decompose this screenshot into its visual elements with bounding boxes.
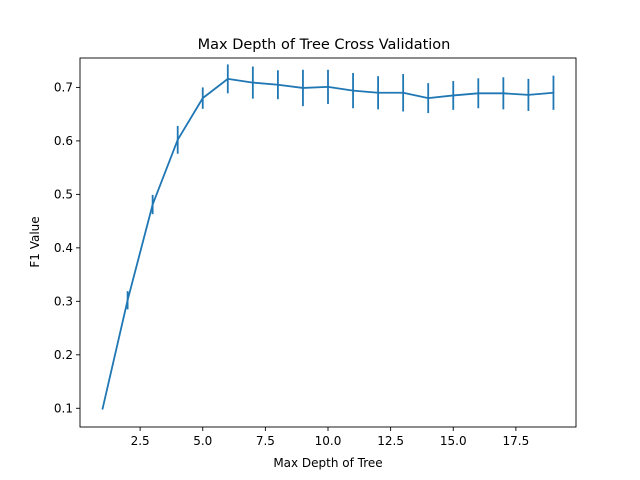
data-point	[101, 407, 104, 410]
data-point	[251, 81, 254, 84]
x-tick-label: 10.0	[315, 434, 342, 448]
data-point	[502, 92, 505, 95]
series-line	[101, 77, 554, 410]
y-tick-label: 0.1	[54, 401, 73, 415]
x-tick-label: 12.5	[377, 434, 404, 448]
x-tick-label: 5.0	[193, 434, 212, 448]
data-point	[477, 92, 480, 95]
data-point	[226, 77, 229, 80]
data-point	[151, 203, 154, 206]
x-tick-label: 17.5	[503, 434, 530, 448]
x-axis-label: Max Depth of Tree	[273, 456, 382, 470]
x-tick-label: 7.5	[256, 434, 275, 448]
chart-title: Max Depth of Tree Cross Validation	[198, 37, 451, 53]
axes-frame	[79, 57, 577, 428]
data-point	[176, 138, 179, 141]
x-tick-label: 2.5	[131, 434, 150, 448]
plot-area	[101, 64, 555, 410]
data-point	[352, 89, 354, 92]
y-tick-label: 0.5	[54, 187, 73, 201]
y-tick-label: 0.3	[54, 294, 73, 308]
data-point	[552, 91, 555, 94]
data-point	[201, 97, 204, 100]
data-point	[126, 299, 129, 302]
y-axis: 0.1 0.2 0.3 0.4 0.5 0.6 0.7	[54, 80, 80, 415]
y-tick-label: 0.4	[54, 241, 73, 255]
data-point	[527, 94, 530, 96]
y-axis-label: F1 Value	[28, 216, 42, 267]
x-axis: 2.5 5.0 7.5 10.0 12.5 15.0 17.5	[131, 427, 530, 448]
data-point	[276, 83, 279, 86]
x-tick-label: 15.0	[440, 434, 467, 448]
data-point	[427, 97, 430, 100]
data-point	[402, 91, 405, 94]
data-point	[302, 87, 304, 89]
y-tick-label: 0.2	[54, 348, 73, 362]
y-tick-label: 0.6	[54, 134, 73, 148]
data-point	[377, 91, 380, 94]
data-point	[452, 94, 455, 97]
y-tick-label: 0.7	[54, 80, 73, 94]
data-point	[327, 85, 329, 88]
